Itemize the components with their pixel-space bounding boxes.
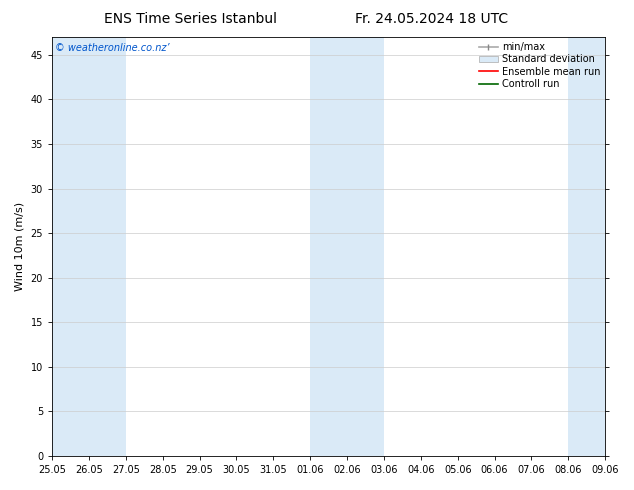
Bar <box>52 37 126 456</box>
Text: Fr. 24.05.2024 18 UTC: Fr. 24.05.2024 18 UTC <box>354 12 508 26</box>
Text: ENS Time Series Istanbul: ENS Time Series Istanbul <box>104 12 276 26</box>
Text: © weatheronline.co.nz’: © weatheronline.co.nz’ <box>55 43 169 53</box>
Legend: min/max, Standard deviation, Ensemble mean run, Controll run: min/max, Standard deviation, Ensemble me… <box>477 40 602 91</box>
Y-axis label: Wind 10m (m/s): Wind 10m (m/s) <box>15 202 25 291</box>
Bar <box>310 37 384 456</box>
Bar <box>568 37 605 456</box>
